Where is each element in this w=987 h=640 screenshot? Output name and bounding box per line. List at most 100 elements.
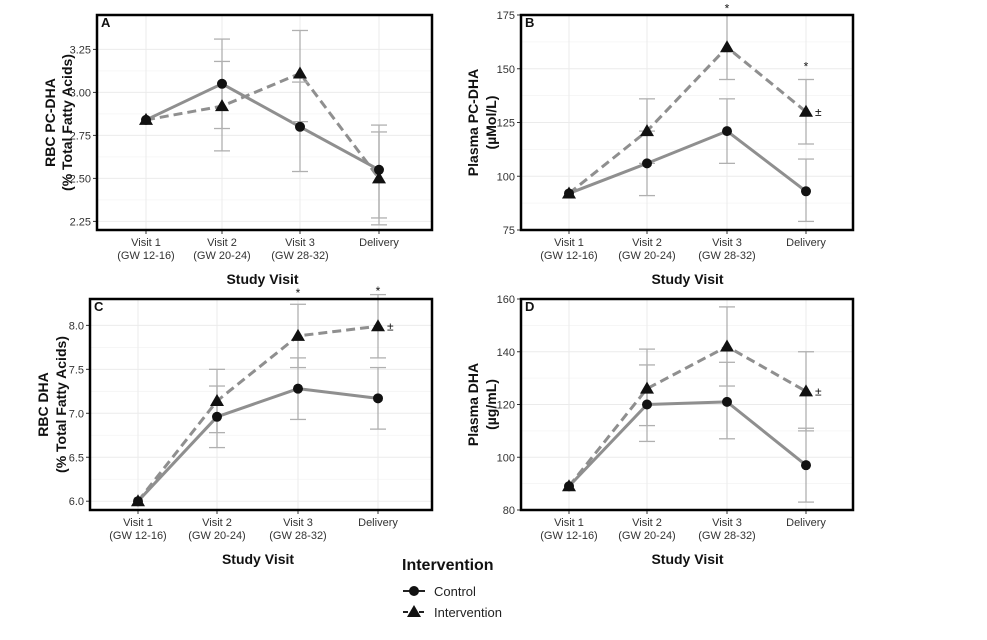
- series-line-intervention: [568, 45, 807, 195]
- y-axis-title: Plasma PC-DHA: [465, 69, 481, 176]
- x-tick-label: Visit 2: [632, 237, 662, 249]
- legend-items: Control Intervention: [403, 584, 502, 620]
- intervention-point: [562, 186, 576, 199]
- legend-label-intervention: Intervention: [434, 605, 502, 620]
- y-tick-label: 75: [503, 225, 515, 237]
- legend-circle-marker: [409, 586, 419, 596]
- x-tick-label: (GW 28-32): [698, 530, 755, 542]
- x-tick-label: (GW 28-32): [271, 250, 328, 262]
- y-tick-label: 6.5: [69, 452, 84, 464]
- series-line-intervention: [145, 71, 381, 180]
- control-point: [217, 78, 227, 89]
- significance-plusminus: ±: [387, 319, 394, 333]
- control-point: [212, 411, 222, 422]
- significance-asterisk: *: [725, 2, 730, 16]
- significance-plusminus: ±: [815, 105, 822, 119]
- intervention-point: [562, 479, 576, 492]
- x-axis-title: Study Visit: [226, 271, 298, 287]
- y-tick-label: 150: [497, 64, 515, 76]
- intervention-point: [371, 319, 385, 332]
- intervention-point: [799, 384, 813, 397]
- x-tick-label: Visit 1: [554, 237, 584, 249]
- panel-a: 2.25 2.50 2.75 3.00 3.25 Visit 1(GW 12-16) Vis…: [42, 13, 434, 287]
- panel-frame: [95, 13, 434, 232]
- y-tick-label: 175: [497, 10, 515, 22]
- series-line-control: [136, 387, 379, 503]
- x-tick-label: Delivery: [786, 237, 826, 249]
- x-tick-label: Visit 3: [712, 237, 742, 249]
- y-axis-title: Plasma DHA: [465, 363, 481, 446]
- series-line-control: [568, 129, 807, 195]
- panel-letter: D: [525, 299, 534, 314]
- x-axis-title: Study Visit: [651, 271, 723, 287]
- intervention-point: [720, 40, 734, 53]
- x-tick-label: (GW 12-16): [109, 530, 166, 542]
- series-line-control: [145, 82, 380, 172]
- x-tick-label: (GW 20-24): [618, 530, 675, 542]
- y-tick-label: 3.25: [70, 44, 91, 56]
- x-tick-label: (GW 20-24): [193, 250, 250, 262]
- x-tick-label: Visit 2: [207, 237, 237, 249]
- panel-letter: A: [101, 15, 111, 30]
- x-tick-label: (GW 12-16): [117, 250, 174, 262]
- y-tick-label: 80: [503, 505, 515, 517]
- y-axis-title: (% Total Fatty Acids): [59, 54, 75, 191]
- significance-plusminus: ±: [815, 384, 822, 398]
- x-tick-label: (GW 12-16): [540, 250, 597, 262]
- x-axis-title: Study Visit: [651, 551, 723, 567]
- significance-asterisk: *: [296, 286, 301, 300]
- y-tick-label: 120: [497, 400, 515, 412]
- y-tick-label: 6.0: [69, 496, 84, 508]
- panel-frame: [88, 297, 434, 512]
- significance-asterisk: *: [804, 60, 809, 74]
- intervention-point: [640, 124, 654, 137]
- control-point: [293, 383, 303, 394]
- x-tick-label: Visit 3: [285, 237, 315, 249]
- x-tick-label: Delivery: [786, 517, 826, 529]
- y-tick-label: 2.75: [70, 130, 91, 142]
- control-point: [642, 158, 652, 169]
- control-point: [373, 393, 383, 404]
- x-tick-label: Visit 1: [554, 517, 584, 529]
- x-tick-label: Visit 2: [632, 517, 662, 529]
- intervention-point: [291, 328, 305, 341]
- intervention-point: [293, 66, 307, 79]
- intervention-point: [215, 99, 229, 112]
- y-tick-label: 140: [497, 347, 515, 359]
- x-axis-title: Study Visit: [222, 551, 294, 567]
- control-point: [801, 186, 811, 197]
- x-tick-label: (GW 28-32): [698, 250, 755, 262]
- x-tick-label: Visit 1: [123, 517, 153, 529]
- x-tick-label: Visit 1: [131, 237, 161, 249]
- legend-title: Intervention: [402, 557, 494, 574]
- intervention-point: [131, 494, 145, 507]
- intervention-point: [640, 381, 654, 394]
- panel-frame: [519, 297, 855, 512]
- y-tick-label: 2.25: [70, 216, 91, 228]
- x-tick-label: (GW 12-16): [540, 530, 597, 542]
- y-axis-title: (µMol/L): [483, 96, 499, 150]
- control-point: [722, 396, 732, 407]
- y-tick-label: 100: [497, 171, 515, 183]
- control-point: [295, 121, 305, 132]
- y-tick-label: 7.0: [69, 408, 84, 420]
- y-tick-label: 7.5: [69, 364, 84, 376]
- control-point: [642, 399, 652, 410]
- y-axis-title: (% Total Fatty Acids): [53, 336, 69, 473]
- intervention-point: [799, 104, 813, 117]
- intervention-point: [139, 112, 153, 125]
- y-tick-label: 160: [497, 294, 515, 306]
- series-line-intervention: [136, 324, 379, 503]
- panel-frame: [519, 13, 855, 232]
- y-tick-label: 3.00: [70, 87, 91, 99]
- intervention-point: [210, 393, 224, 406]
- intervention-point: [372, 171, 386, 184]
- legend-triangle-marker: [407, 605, 421, 617]
- x-tick-label: Delivery: [358, 517, 398, 529]
- x-tick-label: Visit 2: [202, 517, 232, 529]
- control-point: [801, 460, 811, 471]
- y-axis-title: (µg/mL): [483, 379, 499, 430]
- y-axis-title: RBC PC-DHA: [42, 78, 58, 167]
